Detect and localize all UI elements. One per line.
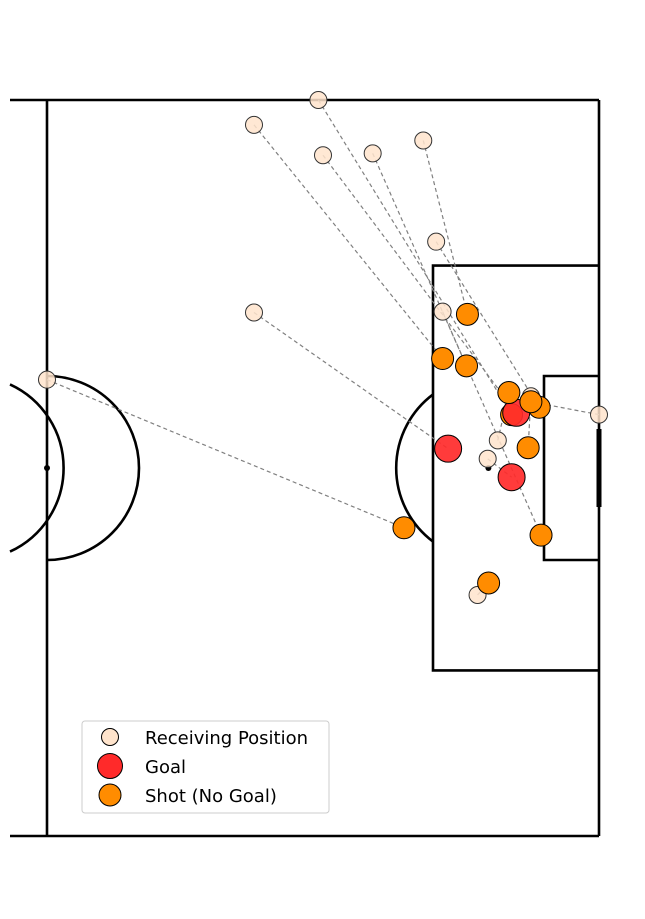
receiving-point-4 bbox=[414, 131, 433, 150]
shot-point-13 bbox=[516, 436, 540, 460]
pitch-center-circle bbox=[9, 383, 65, 553]
shot-point-9 bbox=[455, 354, 479, 378]
receiving-point-5 bbox=[427, 232, 446, 251]
pitch-penalty-box bbox=[431, 264, 599, 672]
receiving-point-9 bbox=[433, 302, 452, 321]
pass-line-5 bbox=[435, 241, 540, 408]
receiving-point-3 bbox=[363, 144, 382, 163]
pass-line-6 bbox=[253, 312, 449, 450]
shot-points bbox=[392, 302, 553, 595]
shot-point-7 bbox=[519, 390, 543, 414]
receiving-point-12 bbox=[488, 431, 507, 450]
shot-point-8 bbox=[392, 516, 416, 540]
pass-line-0 bbox=[317, 99, 513, 415]
receiving-points bbox=[38, 91, 608, 604]
receiving-point-7 bbox=[590, 405, 608, 424]
goal-point-6 bbox=[434, 434, 463, 463]
legend-marker-receiving-position bbox=[101, 728, 119, 746]
pass-line-1 bbox=[253, 124, 444, 359]
pass-lines bbox=[46, 99, 600, 596]
pass-line-2 bbox=[322, 154, 517, 414]
legend-label-receiving-position: Receiving Position bbox=[145, 728, 308, 749]
pitch-penalty-arc bbox=[394, 393, 434, 543]
receiving-point-0 bbox=[309, 91, 328, 109]
pass-line-4 bbox=[422, 140, 469, 315]
shot-point-1 bbox=[431, 347, 455, 371]
shot-point-11 bbox=[477, 571, 501, 595]
pass-line-8 bbox=[46, 379, 405, 529]
receiving-point-2 bbox=[314, 146, 332, 165]
goal-point-10 bbox=[497, 463, 526, 492]
receiving-point-6 bbox=[245, 303, 263, 322]
receiving-point-1 bbox=[245, 115, 263, 134]
legend-marker-goal bbox=[97, 753, 123, 779]
shot-point-3 bbox=[529, 523, 553, 547]
shot-point-4 bbox=[455, 302, 479, 326]
receiving-point-10 bbox=[478, 449, 497, 468]
legend-label-shot-no-goal: Shot (No Goal) bbox=[145, 786, 277, 807]
shot-point-12 bbox=[497, 381, 521, 405]
legend-label-goal: Goal bbox=[145, 757, 186, 778]
legend-marker-shot-no-goal bbox=[98, 783, 122, 807]
pitch-six-yard-box bbox=[542, 374, 599, 562]
pitch-markings bbox=[9, 98, 602, 838]
pitch-center-spot bbox=[44, 465, 50, 471]
legend-frame bbox=[81, 720, 330, 814]
pitch-center-circle-right bbox=[46, 374, 141, 562]
pass-line-10 bbox=[487, 458, 512, 478]
receiving-point-8 bbox=[38, 370, 56, 389]
legend: Receiving Position Goal Shot (No Goal) bbox=[81, 720, 330, 814]
